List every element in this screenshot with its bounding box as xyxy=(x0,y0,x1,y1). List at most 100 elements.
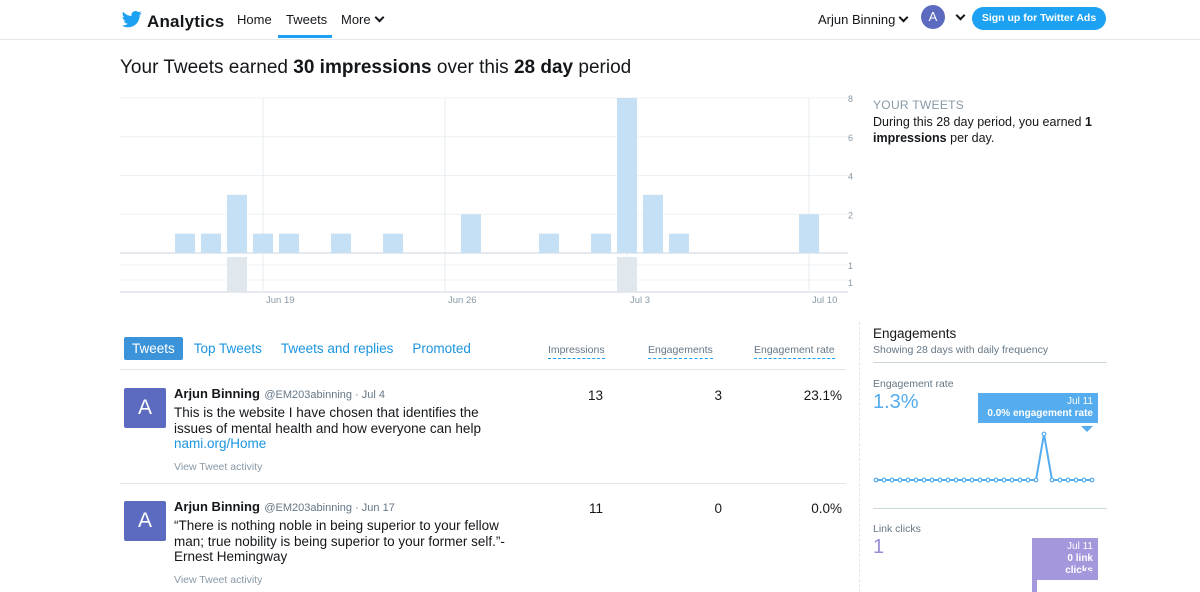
sparkline-point xyxy=(1081,477,1087,483)
tab-tweets[interactable]: Tweets xyxy=(124,337,183,360)
tweet-engagements: 3 xyxy=(714,388,722,403)
divider xyxy=(873,508,1107,509)
impressions-bar xyxy=(591,233,611,253)
chevron-down-icon[interactable] xyxy=(955,10,966,21)
tooltip-value: 0 link clicks xyxy=(1037,553,1093,577)
impressions-bar xyxy=(279,233,299,253)
tweet-header: Arjun Binning @EM203abinning · Jul 4 xyxy=(174,385,519,403)
sparkline-point xyxy=(953,477,959,483)
impressions-bar xyxy=(617,98,637,253)
secondary-bar xyxy=(617,257,637,292)
impressions-bar xyxy=(331,233,351,253)
tab-tweets-and-replies[interactable]: Tweets and replies xyxy=(280,341,394,356)
tweet-impressions: 11 xyxy=(588,501,603,516)
sparkline-point xyxy=(889,477,895,483)
link-clicks-label: Link clicks xyxy=(873,523,921,535)
sparkline-point xyxy=(977,477,983,483)
y-tick-label: 2 xyxy=(848,210,853,220)
y-tick-label: 4 xyxy=(848,172,853,182)
secondary-bar xyxy=(227,257,247,292)
avatar[interactable]: A xyxy=(124,501,166,541)
tweet-author[interactable]: Arjun Binning xyxy=(174,499,260,514)
sparkline-point xyxy=(1017,477,1023,483)
sparkline-point xyxy=(1073,477,1079,483)
nav-more[interactable]: More xyxy=(341,12,385,27)
impressions-bar xyxy=(461,214,481,253)
page-title: Your Tweets earned 30 impressions over t… xyxy=(120,57,631,79)
chevron-down-icon xyxy=(374,12,385,23)
y2-tick-label: 1 xyxy=(848,261,853,271)
engagement-rate-sparkline xyxy=(873,431,1095,483)
tweet-text: “There is nothing noble in being superio… xyxy=(174,518,505,564)
sparkline-point xyxy=(929,477,935,483)
tweet-author[interactable]: Arjun Binning xyxy=(174,386,260,401)
y2-tick-label: 1 xyxy=(848,278,853,288)
sparkline-point xyxy=(881,477,887,483)
tweet-impressions: 13 xyxy=(587,388,603,403)
engagements-title: Engagements xyxy=(873,326,957,341)
active-tab-indicator xyxy=(278,35,332,38)
sparkline-point xyxy=(913,477,919,483)
x-tick-label: Jun 19 xyxy=(266,295,295,306)
column-header-engagements[interactable]: Engagements xyxy=(648,344,713,359)
tooltip-value-text: 0.0% engagement rate xyxy=(987,408,1093,419)
x-tick-label: Jul 3 xyxy=(630,295,650,306)
impressions-bar xyxy=(383,233,403,253)
impressions-bar xyxy=(669,233,689,253)
brand[interactable]: Analytics xyxy=(121,9,224,34)
headline-impressions: 30 impressions xyxy=(293,57,432,78)
summary-text-suffix: per day. xyxy=(946,131,995,145)
tooltip-pointer xyxy=(1081,426,1093,432)
impressions-bar xyxy=(643,194,663,253)
headline-middle: over this xyxy=(431,57,514,78)
tweet-engagements: 0 xyxy=(714,501,722,516)
y-tick-label: 6 xyxy=(848,133,853,143)
tweet-body: Arjun Binning @EM203abinning · Jun 17 “T… xyxy=(174,498,519,586)
tweet-link[interactable]: nami.org/Home xyxy=(174,436,267,451)
summary-title: YOUR TWEETS xyxy=(873,98,965,112)
tweet-body: Arjun Binning @EM203abinning · Jul 4 Thi… xyxy=(174,385,519,473)
tweet-meta: @EM203abinning · Jul 4 xyxy=(264,389,386,401)
sparkline-point xyxy=(993,477,999,483)
tooltip-date: Jul 11 xyxy=(1067,541,1093,552)
column-header-engagement-rate[interactable]: Engagement rate xyxy=(754,344,835,359)
impressions-bar xyxy=(539,233,559,253)
summary-panel: YOUR TWEETS During this 28 day period, y… xyxy=(873,98,1103,146)
nav-more-label: More xyxy=(341,12,371,27)
sparkline-point xyxy=(1009,477,1015,483)
divider xyxy=(859,322,860,592)
headline-prefix: Your Tweets earned xyxy=(120,57,294,78)
sparkline-point xyxy=(1049,477,1055,483)
summary-bold-value: 1 impressions xyxy=(873,115,1092,145)
user-menu[interactable]: Arjun Binning xyxy=(818,12,909,27)
view-tweet-activity-link[interactable]: View Tweet activity xyxy=(174,573,263,586)
divider xyxy=(873,362,1107,363)
user-name: Arjun Binning xyxy=(818,12,896,27)
headline-suffix: period xyxy=(573,57,632,78)
impressions-bar xyxy=(175,233,195,253)
column-header-impressions[interactable]: Impressions xyxy=(548,344,605,359)
tweet-text: This is the website I have chosen that i… xyxy=(174,405,481,436)
tab-top-tweets[interactable]: Top Tweets xyxy=(193,341,262,356)
avatar[interactable]: A xyxy=(124,388,166,428)
twitter-ads-signup-button[interactable]: Sign up for Twitter Ads xyxy=(972,7,1106,30)
sparkline-point xyxy=(921,477,927,483)
chevron-down-icon xyxy=(898,12,909,23)
sparkline-point xyxy=(1089,477,1095,483)
sparkline-point xyxy=(961,477,967,483)
nav-home[interactable]: Home xyxy=(237,12,272,27)
link-clicks-bar xyxy=(1032,571,1037,592)
engagement-rate-value: 1.3% xyxy=(873,391,919,413)
nav-tweets[interactable]: Tweets xyxy=(286,12,328,27)
avatar[interactable]: A xyxy=(921,5,945,29)
top-nav: Analytics Home Tweets More Arjun Binning… xyxy=(0,0,1200,40)
sparkline-point xyxy=(937,477,943,483)
tweet-engagement-rate: 23.1% xyxy=(803,388,842,403)
tooltip-value-text: 0 link clicks xyxy=(1065,553,1093,576)
summary-text: During this 28 day period, you earned 1 … xyxy=(873,114,1103,146)
tab-promoted[interactable]: Promoted xyxy=(412,341,471,356)
sparkline-point xyxy=(897,477,903,483)
impressions-bar xyxy=(253,233,273,253)
view-tweet-activity-link[interactable]: View Tweet activity xyxy=(174,461,263,473)
engagements-subtitle: Showing 28 days with daily frequency xyxy=(873,344,1049,356)
